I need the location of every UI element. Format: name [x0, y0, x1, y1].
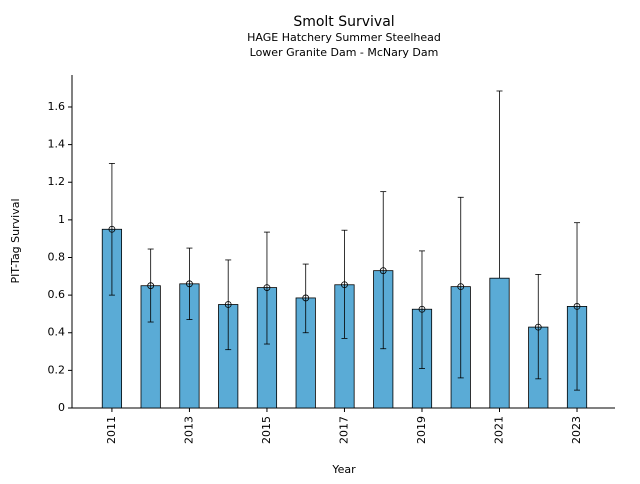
x-tick-label: 2019: [415, 416, 428, 444]
point-marker: [147, 282, 155, 290]
y-tick-label: 1: [58, 213, 65, 226]
point-marker: [224, 301, 232, 308]
chart-title: Smolt Survival: [293, 14, 394, 30]
chart-subtitle: Lower Granite Dam - McNary Dam: [250, 46, 439, 59]
y-tick-label: 0.2: [48, 363, 66, 376]
y-tick-label: 1.6: [48, 100, 66, 113]
bar: [489, 277, 510, 409]
y-tick-label: 1.4: [48, 138, 66, 151]
x-tick-label: 2015: [260, 416, 273, 444]
y-tick-label: 0.8: [48, 250, 66, 263]
point-marker: [302, 294, 310, 302]
x-tick-label: 2021: [493, 416, 506, 444]
x-tick-label: 2011: [105, 416, 118, 444]
y-tick-label: 0.4: [48, 326, 66, 339]
point-marker: [186, 280, 193, 288]
point-marker: [534, 323, 542, 331]
y-tick-label: 1.2: [48, 175, 66, 188]
point-marker: [379, 267, 387, 275]
y-tick-label: 0: [58, 401, 65, 414]
x-tick-label: 2017: [337, 416, 350, 444]
y-axis-label: PIT-Tag Survival: [9, 198, 22, 283]
point-marker: [573, 303, 581, 310]
x-axis-label: Year: [331, 463, 356, 476]
point-marker: [418, 305, 426, 313]
chart-subtitle: HAGE Hatchery Summer Steelhead: [247, 31, 441, 44]
x-tick-label: 2023: [570, 416, 583, 444]
point-marker: [341, 281, 348, 289]
x-tick-label: 2013: [182, 416, 195, 444]
point-marker: [108, 225, 116, 233]
point-marker: [457, 283, 465, 291]
point-marker: [263, 284, 271, 291]
y-tick-label: 0.6: [48, 288, 66, 301]
